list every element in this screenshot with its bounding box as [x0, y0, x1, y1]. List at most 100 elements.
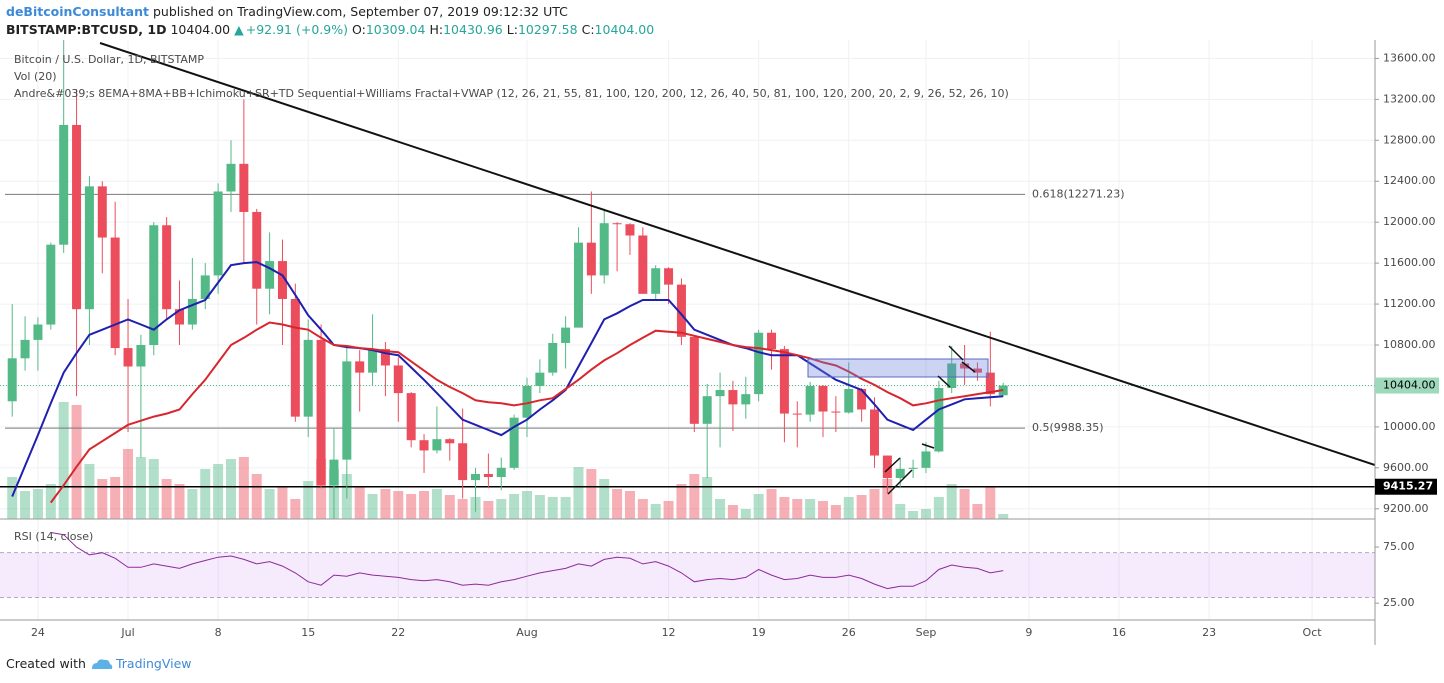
candle-body: [573, 242, 583, 328]
volume-bar: [612, 489, 623, 519]
volume-bar: [547, 497, 558, 519]
candle-body: [741, 394, 751, 405]
candle-body: [123, 348, 133, 367]
candle-body: [882, 455, 892, 479]
y-tick-label: 10000.00: [1383, 420, 1436, 433]
x-tick-label: Jul: [120, 626, 134, 639]
volume-bar: [753, 494, 764, 519]
volume-bar: [277, 486, 288, 519]
candle-body: [779, 349, 789, 414]
volume-bar: [856, 495, 867, 519]
volume-bar: [740, 509, 751, 519]
candle-body: [149, 225, 159, 346]
volume-bar: [161, 479, 172, 519]
volume-bar: [419, 491, 430, 519]
volume-bar: [933, 497, 944, 519]
fractal-mark: [884, 457, 901, 473]
candle-body: [239, 163, 249, 212]
ohlc-value: 10404.00: [594, 22, 655, 37]
chart-title: Bitcoin / U.S. Dollar, 1D, BITSTAMP: [14, 53, 204, 66]
x-tick-label: 15: [301, 626, 315, 639]
volume-bar: [380, 489, 391, 519]
volume-bar: [7, 477, 18, 519]
volume-bar: [882, 479, 893, 519]
x-tick-label: 9: [1025, 626, 1032, 639]
volume-bar: [251, 474, 262, 519]
candle-body: [728, 390, 738, 405]
candle-body: [252, 211, 262, 289]
indicator-label: Andre&#039;s 8EMA+8MA+BB+Ichimoku+SR+TD …: [14, 87, 1009, 100]
volume-bar: [573, 467, 584, 519]
volume-bar: [406, 494, 417, 519]
candle-body: [908, 467, 918, 469]
y-tick-label: 12400.00: [1383, 174, 1436, 187]
candle-body: [972, 368, 982, 373]
candle-body: [355, 361, 365, 373]
y-tick-label: 9200.00: [1383, 502, 1429, 515]
candle-body: [110, 237, 120, 349]
y-tick-label: 11600.00: [1383, 256, 1436, 269]
volume-bar: [895, 504, 906, 519]
rsi-tick-label: 25.00: [1383, 596, 1415, 609]
candle-body: [985, 372, 995, 395]
main-pane: [0, 40, 1375, 519]
candle-body: [20, 339, 30, 359]
volume-bar: [393, 491, 404, 519]
volume-bar: [225, 459, 236, 519]
x-tick-label: 8: [215, 626, 222, 639]
volume-bar: [702, 477, 713, 519]
volume-bar: [779, 497, 790, 519]
x-tick-label: 23: [1202, 626, 1216, 639]
candle-body: [535, 372, 545, 386]
volume-bar: [560, 497, 571, 519]
volume-bar: [457, 499, 468, 519]
candle-body: [393, 365, 403, 394]
volume-bar: [316, 459, 327, 519]
range-box: [807, 358, 989, 378]
change: +92.91 (+0.9%): [245, 22, 348, 37]
level-label: 0.5(9988.35): [1032, 421, 1104, 434]
y-tick-label: 9600.00: [1383, 461, 1429, 474]
logo: [91, 658, 113, 669]
ohlc-key: C:: [581, 22, 595, 37]
volume-bar: [135, 457, 146, 519]
volume-bar: [766, 489, 777, 519]
candle-body: [46, 244, 56, 325]
arrow: ▲: [234, 22, 244, 37]
candle-body: [471, 473, 481, 481]
brand[interactable]: TradingView: [115, 656, 192, 671]
candle-body: [226, 163, 236, 192]
rsi-line: [50, 532, 1004, 590]
volume-bar: [637, 499, 648, 519]
price-axis: 9200.009600.0010000.0010400.0010800.0011…: [0, 40, 1439, 645]
volume-bar: [676, 484, 687, 519]
candle-body: [625, 224, 635, 236]
candle-body: [483, 473, 493, 478]
volume-bar: [972, 504, 983, 519]
rsi-band: [0, 552, 1375, 598]
candle-body: [612, 223, 622, 225]
candle-body: [869, 409, 879, 456]
y-tick-label: 13600.00: [1383, 51, 1436, 64]
volume-bar: [483, 501, 494, 519]
candle-body: [72, 124, 82, 310]
ohlc-key: H:: [429, 22, 444, 37]
level-label: 0.618(12271.23): [1032, 187, 1125, 200]
candle-body: [934, 387, 944, 452]
y-tick-label: 12800.00: [1383, 133, 1436, 146]
volume-bar: [727, 505, 738, 519]
candle-body: [432, 439, 442, 451]
volume-bar: [509, 494, 520, 519]
volume-bar: [174, 484, 185, 519]
candle-body: [329, 459, 339, 486]
support-label-bg: [1375, 478, 1437, 495]
candle-body: [754, 332, 764, 395]
volume-bar: [110, 477, 121, 519]
candle-body: [213, 191, 223, 276]
volume-bar: [32, 489, 43, 519]
volume-bar: [200, 469, 211, 519]
candle-body: [818, 385, 828, 412]
candle-body: [599, 223, 609, 276]
volume-bar: [290, 499, 301, 519]
author[interactable]: deBitcoinConsultant: [6, 4, 149, 19]
